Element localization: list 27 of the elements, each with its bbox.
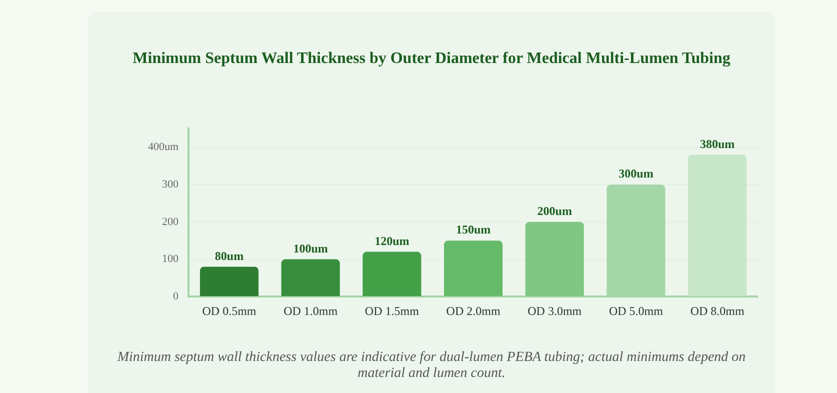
x-tick-label: OD 1.0mm <box>284 304 338 318</box>
data-label: 120um <box>374 234 410 248</box>
bar <box>444 240 503 296</box>
y-tick-label: 400um <box>148 141 179 154</box>
x-tick-label: OD 5.0mm <box>608 304 664 318</box>
x-tick-label: OD 2.0mm <box>446 304 501 318</box>
x-tick-label: OD 8.0mm <box>690 304 745 318</box>
text: Minimum septum wall thickness values are indicative for dual-lumen PEBA tubing; actual minimums depend on material and lumen count. <box>116 350 747 382</box>
y-tick-label: 0 <box>173 290 180 302</box>
bar <box>362 252 422 296</box>
data-label: 200um <box>537 204 572 218</box>
x-tick-label: OD 3.0mm <box>528 304 582 318</box>
y-tick-label: 300 <box>162 178 180 190</box>
bar <box>281 259 340 296</box>
data-label: 300um <box>618 166 654 181</box>
y-tick-label: 100 <box>162 253 180 266</box>
x-tick-label: OD 1.5mm <box>364 304 420 318</box>
bar <box>525 222 584 296</box>
bar <box>688 154 747 296</box>
data-label: 150um <box>456 222 491 237</box>
bar <box>200 266 259 296</box>
data-label: 80um <box>214 248 244 263</box>
data-label: 380um <box>700 136 735 151</box>
y-tick-label: 200 <box>162 216 180 228</box>
x-tick-label: OD 0.5mm <box>202 304 257 318</box>
chart-title: Minimum Septum Wall Thickness by Outer Diameter for Medical Multi-Lumen Tubing <box>132 50 732 67</box>
data-label: 100um <box>293 241 328 256</box>
